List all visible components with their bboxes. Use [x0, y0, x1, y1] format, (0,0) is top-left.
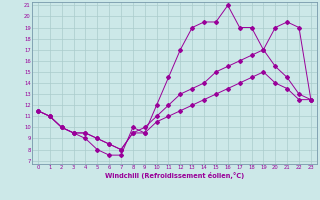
X-axis label: Windchill (Refroidissement éolien,°C): Windchill (Refroidissement éolien,°C) [105, 172, 244, 179]
